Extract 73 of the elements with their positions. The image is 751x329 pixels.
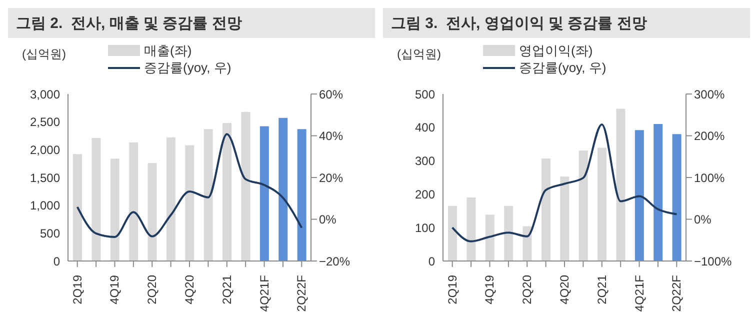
bar [672, 134, 682, 261]
y-tick-label: 300 [414, 154, 436, 168]
bar [204, 129, 213, 261]
x-tick-label: 2Q21 [220, 274, 234, 304]
bar [466, 198, 476, 261]
y2-tick-label: 60% [319, 87, 344, 102]
y-tick-label: 3,000 [30, 87, 60, 102]
bar [522, 226, 532, 261]
x-tick-label: 2Q20 [145, 274, 160, 304]
y2-tick-label: −100% [694, 254, 732, 268]
y-tick-label: 0 [53, 254, 60, 268]
bar [598, 148, 607, 261]
x-tick-label: 2Q21 [594, 274, 609, 304]
y-tick-label: 500 [414, 87, 436, 102]
bar [560, 176, 570, 261]
x-tick-label: 2Q22F [294, 275, 309, 312]
y2-tick-label: 100% [694, 170, 726, 185]
bar [297, 129, 306, 261]
x-tick-label: 2Q19 [70, 274, 84, 304]
bar [148, 163, 157, 261]
bar [241, 112, 250, 261]
y-tick-label: 500 [40, 226, 60, 240]
bar [129, 142, 138, 261]
bar [92, 138, 101, 261]
bar [654, 124, 663, 261]
x-tick-label: 4Q19 [108, 274, 122, 304]
bar [185, 145, 194, 261]
bar [73, 154, 82, 261]
y2-tick-label: 200% [694, 129, 726, 144]
bar [448, 206, 457, 261]
bar [260, 126, 269, 261]
y2-tick-label: 20% [319, 170, 344, 185]
y-tick-label: 200 [414, 187, 436, 202]
x-tick-label: 4Q19 [482, 274, 497, 304]
legend-label: 증감률(yoy, 우) [519, 59, 606, 76]
bar [616, 108, 626, 261]
line-series [76, 133, 303, 238]
x-tick-label: 2Q22F [670, 275, 684, 312]
legend-label: 영업이익(좌) [519, 42, 593, 59]
legend-label: 증감률(yoy, 우) [144, 59, 232, 76]
bar [485, 214, 494, 261]
y2-tick-label: 40% [319, 129, 344, 144]
y2-tick-label: −20% [319, 254, 350, 268]
x-tick-label: 2Q19 [445, 274, 460, 304]
bar [634, 130, 644, 261]
y-axis-title: (십억원) [397, 46, 441, 63]
x-tick-label: 4Q20 [558, 274, 572, 304]
x-tick-label: 4Q21F [632, 275, 646, 312]
bar [166, 137, 176, 261]
bar [578, 150, 588, 261]
bar [541, 158, 550, 261]
x-tick-label: 4Q21F [257, 275, 272, 312]
bar [278, 118, 288, 261]
chart-title: 그림 3. 전사, 영업이익 및 증감률 전망 [383, 8, 750, 38]
y-tick-label: 0 [428, 254, 436, 268]
line-series [451, 123, 678, 242]
y-axis-title: (십억원) [22, 46, 66, 63]
y2-tick-label: 300% [694, 87, 726, 102]
x-tick-label: 2Q20 [520, 274, 534, 304]
bar [110, 158, 120, 261]
bar [504, 206, 514, 261]
y-tick-label: 2,500 [30, 115, 60, 130]
y-tick-label: 2,000 [30, 142, 60, 157]
bar [222, 122, 232, 261]
y-tick-label: 400 [414, 120, 436, 135]
y-tick-label: 1,500 [30, 170, 60, 185]
legend-label: 매출(좌) [144, 42, 192, 59]
y2-tick-label: 0% [319, 212, 337, 227]
y2-tick-label: 0% [694, 212, 712, 227]
y-tick-label: 100 [414, 220, 436, 235]
x-tick-label: 4Q20 [182, 274, 196, 304]
chart-title: 그림 2. 전사, 매출 및 증감률 전망 [8, 8, 375, 38]
y-tick-label: 1,000 [30, 198, 60, 213]
